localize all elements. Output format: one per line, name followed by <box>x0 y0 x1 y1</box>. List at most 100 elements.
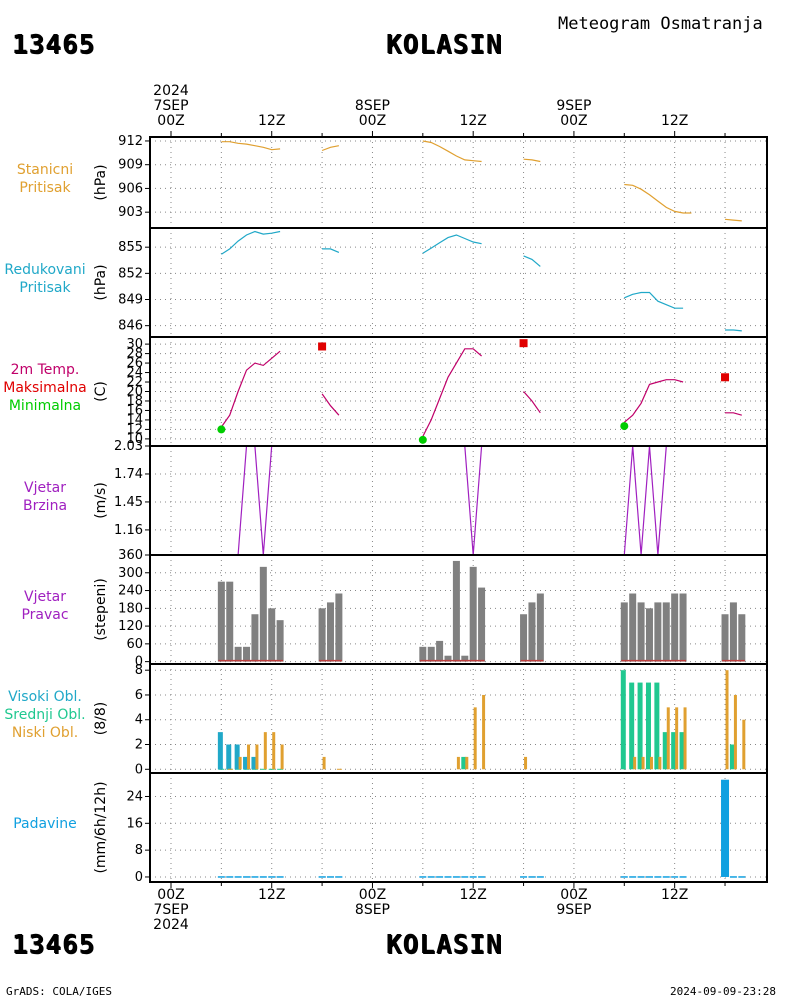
y-tick-label: 22 <box>126 375 143 390</box>
series-line <box>221 445 281 556</box>
low-cloud-bar <box>675 707 679 770</box>
panel-label-line: Vjetar <box>24 479 66 496</box>
panel-label-line: 2m Temp. <box>10 361 80 378</box>
y-tick-label: 903 <box>118 205 143 220</box>
wind-direction-bar <box>452 560 460 662</box>
wind-direction-bar <box>318 608 326 662</box>
wind-direction-bar <box>335 593 343 662</box>
panel-label: Vjetar Brzina <box>0 479 90 515</box>
time-label-line: 00Z <box>560 887 588 903</box>
y-tick-label: 12 <box>126 422 143 437</box>
low-cloud-bar <box>473 707 477 770</box>
series-line <box>422 140 482 163</box>
y-tick-label: 28 <box>126 347 143 362</box>
panel-label: Vjetar Pravac <box>0 588 90 624</box>
wind-direction-bar <box>326 602 334 662</box>
wind-direction-bar <box>243 646 251 662</box>
y-tick-label: 4 <box>135 713 143 728</box>
mid-cloud-bar <box>629 682 635 770</box>
panel-label-line: Stanicni <box>16 161 74 178</box>
panel-label-line: Maksimalna <box>3 379 87 396</box>
y-tick-label: 0 <box>135 655 143 670</box>
station-id-top: 13465 <box>12 30 96 60</box>
y-tick-label: 906 <box>118 181 143 196</box>
y-tick-label: 2 <box>135 738 143 753</box>
wind-direction-bar <box>419 646 427 662</box>
y-tick-label: 909 <box>118 158 143 173</box>
low-cloud-bar <box>247 744 251 770</box>
series-line <box>321 393 340 416</box>
wind-direction-bar <box>629 593 637 662</box>
wind-direction-bar <box>461 655 469 662</box>
series-line <box>220 350 281 428</box>
panel-frame <box>149 772 768 883</box>
y-tick-label: 360 <box>118 548 143 563</box>
y-axis-label: (mm/6h/12h) <box>93 781 109 873</box>
time-label-bottom: 12Z <box>242 888 302 903</box>
wind-direction-bar <box>536 593 544 662</box>
panel-label: Stanicni Pritisak <box>0 161 90 197</box>
y-tick-label: 1.45 <box>114 495 143 510</box>
mid-cloud-bar <box>729 744 735 770</box>
time-label-line: 12Z <box>459 887 487 903</box>
y-tick-label: 0 <box>135 870 143 885</box>
panel-label: 2m Temp. Maksimalna Minimalna <box>0 361 90 415</box>
mid-cloud-bar <box>620 670 626 770</box>
panel-label-line: Redukovani <box>4 261 86 278</box>
y-tick-label: 855 <box>118 240 143 255</box>
panel-label: Padavine <box>0 815 90 833</box>
low-cloud-bar <box>733 694 737 770</box>
y-tick-label: 24 <box>126 789 143 804</box>
station-id-bottom: 13465 <box>12 930 96 960</box>
y-tick-label: 2.03 <box>114 439 143 454</box>
low-cloud-bar <box>456 756 460 770</box>
y-tick-label: 16 <box>126 403 143 418</box>
series-line <box>724 218 742 222</box>
y-axis-label: (stepeni) <box>93 578 109 641</box>
time-label-top: 9SEP 00Z <box>544 99 604 129</box>
y-tick-label: 8 <box>135 663 143 678</box>
wind-direction-bar <box>444 655 452 662</box>
series-line <box>422 445 483 556</box>
y-tick-label: 6 <box>135 688 143 703</box>
panel-frame <box>149 336 768 447</box>
y-tick-label: 300 <box>118 566 143 581</box>
time-label-line: 00Z <box>358 887 387 903</box>
time-label-line: 00Z <box>560 113 588 129</box>
high-cloud-bar <box>251 756 257 770</box>
precip-bar <box>721 779 730 877</box>
series-line <box>523 391 541 414</box>
time-label-line: 9SEP <box>556 98 592 114</box>
y-tick-label: 60 <box>126 637 143 652</box>
time-label-bottom: 00Z 8SEP <box>342 888 402 918</box>
y-tick-label: 1.74 <box>114 467 143 482</box>
time-label-bottom: 00Z 9SEP <box>544 888 604 918</box>
panel-label-line: Brzina <box>22 497 68 514</box>
series-line <box>624 291 684 309</box>
tmin-marker <box>418 435 427 444</box>
wind-direction-bar <box>620 602 628 662</box>
timestamp-text: 2024-09-09-23:28 <box>670 985 776 998</box>
time-label-bottom: 12Z <box>443 888 503 903</box>
wind-direction-bar <box>520 614 528 662</box>
y-tick-label: 849 <box>118 293 143 308</box>
mid-cloud-bar <box>679 732 685 770</box>
panel-label-line: Vjetar <box>24 588 66 605</box>
time-label-line: 12Z <box>660 113 689 129</box>
tmin-marker <box>217 425 226 434</box>
low-cloud-bar <box>272 732 276 770</box>
series-line <box>725 412 742 416</box>
time-label-line: 00Z <box>358 113 387 129</box>
wind-direction-bar <box>436 640 444 662</box>
y-tick-label: 26 <box>126 356 143 371</box>
time-label-bottom: 00Z 7SEP 2024 <box>141 888 201 933</box>
y-tick-label: 16 <box>126 816 143 831</box>
y-tick-label: 0 <box>135 762 143 777</box>
series-line <box>422 348 482 437</box>
y-tick-label: 852 <box>118 266 143 281</box>
low-cloud-bar <box>666 707 670 770</box>
tmax-marker <box>721 373 730 382</box>
time-label-top: 12Z <box>645 114 705 129</box>
y-axis-label: (m/s) <box>93 482 109 519</box>
time-label-line: 7SEP <box>153 902 189 918</box>
